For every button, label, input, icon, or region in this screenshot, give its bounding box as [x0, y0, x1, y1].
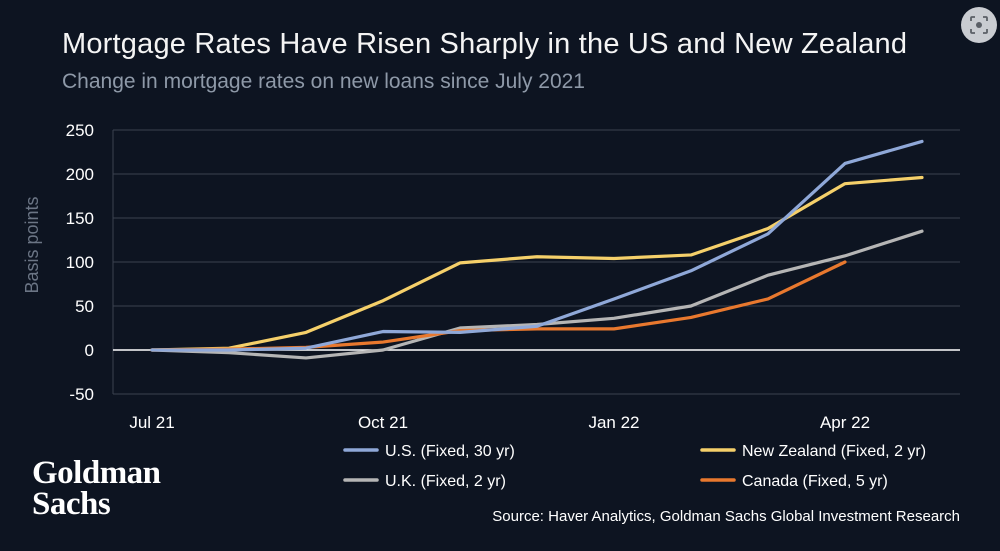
legend-label: New Zealand (Fixed, 2 yr)	[742, 443, 926, 460]
x-tick-label: Oct 21	[358, 413, 408, 432]
y-axis-title: Basis points	[22, 196, 42, 293]
image-search-button[interactable]	[961, 7, 997, 43]
x-tick-label: Apr 22	[820, 413, 870, 432]
y-tick-label: 150	[66, 209, 94, 228]
chart-subtitle: Change in mortgage rates on new loans si…	[62, 70, 585, 93]
y-tick-label: 200	[66, 165, 94, 184]
y-tick-label: 50	[75, 297, 94, 316]
legend-label: U.K. (Fixed, 2 yr)	[385, 473, 506, 490]
gridlines	[113, 129, 960, 395]
logo-line-1: Goldman	[32, 455, 161, 491]
goldman-sachs-logo: Goldman Sachs	[32, 455, 161, 522]
y-tick-label: 250	[66, 121, 94, 140]
chart-title: Mortgage Rates Have Risen Sharply in the…	[62, 28, 908, 60]
y-tick-label: 100	[66, 253, 94, 272]
series-line-us	[150, 139, 924, 352]
image-search-icon	[970, 16, 988, 34]
logo-line-2: Sachs	[32, 486, 111, 522]
legend-label: Canada (Fixed, 5 yr)	[742, 473, 888, 490]
legend-label: U.S. (Fixed, 30 yr)	[385, 443, 515, 460]
series-lines	[150, 139, 924, 360]
series-line-new	[150, 175, 924, 352]
y-tick-label: -50	[69, 385, 94, 404]
x-tick-label: Jul 21	[129, 413, 174, 432]
source-note: Source: Haver Analytics, Goldman Sachs G…	[492, 508, 960, 525]
y-tick-labels: 250 200 150 100 50 0 -50	[66, 121, 94, 404]
legend: U.S. (Fixed, 30 yr) New Zealand (Fixed, 2…	[343, 443, 926, 490]
x-tick-label: Jan 22	[588, 413, 639, 432]
y-tick-label: 0	[85, 341, 94, 360]
x-tick-labels: Jul 21 Oct 21 Jan 22 Apr 22	[129, 413, 870, 432]
series-line-uk	[150, 229, 924, 360]
